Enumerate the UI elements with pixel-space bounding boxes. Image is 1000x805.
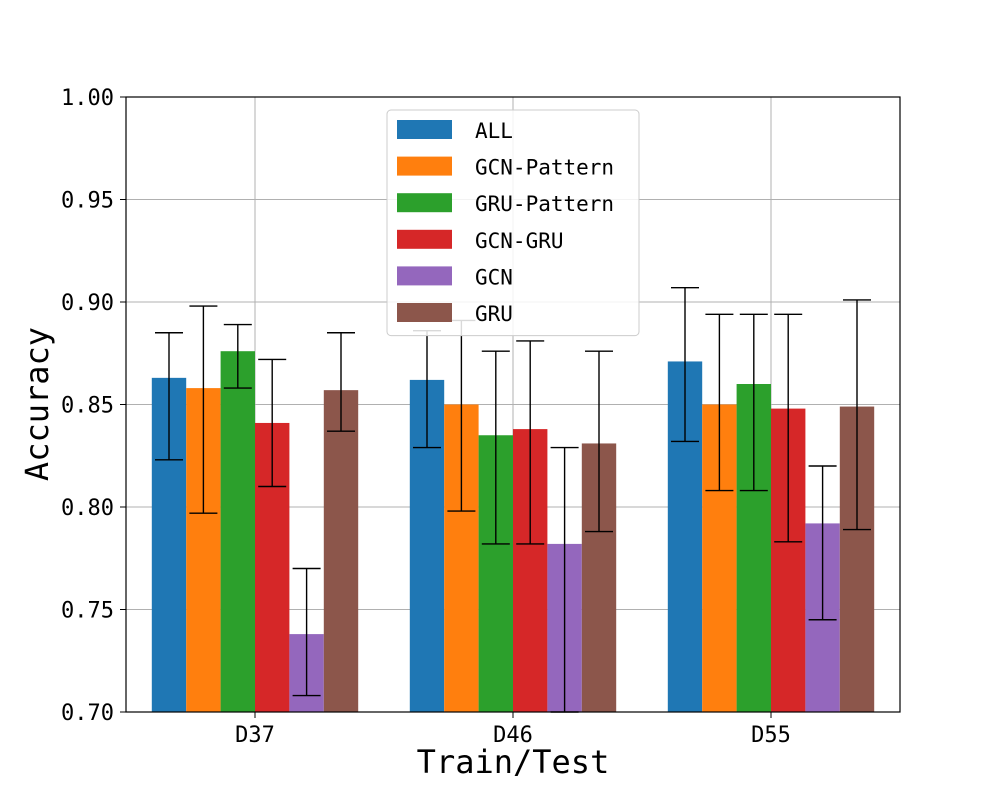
- x-tick-label: D37: [235, 723, 275, 748]
- y-tick-label: 1.00: [61, 86, 114, 111]
- y-tick-label: 0.70: [61, 701, 114, 726]
- bar-gru-d37: [323, 390, 359, 712]
- legend-label-gcn-gru: GCN-GRU: [475, 229, 564, 253]
- y-tick-label: 0.95: [61, 189, 114, 214]
- y-tick-label: 0.85: [61, 394, 114, 419]
- legend-label-gru: GRU: [475, 302, 513, 326]
- x-axis-title: Train/Test: [417, 743, 610, 781]
- x-tick-label: D46: [493, 723, 533, 748]
- legend-swatch-gru-pattern: [397, 193, 452, 213]
- legend-swatch-gcn-pattern: [397, 156, 452, 176]
- legend-box: [386, 109, 640, 337]
- y-tick-label: 0.80: [61, 496, 114, 521]
- bar-gru-pattern-d37: [220, 351, 255, 712]
- legend-label-gru-pattern: GRU-Pattern: [475, 192, 614, 216]
- legend-swatch-gcn-gru: [397, 229, 452, 249]
- legend-swatch-gcn: [397, 266, 452, 286]
- bars: [151, 351, 875, 712]
- legend-label-all: ALL: [475, 119, 513, 143]
- error-bars: [155, 286, 871, 713]
- y-axis-title: Accuracy: [18, 327, 56, 481]
- legend-swatch-gru: [397, 303, 452, 322]
- legend: ALL GCN-Pattern GRU-Pattern GCN-GRU GCN GRU: [386, 109, 640, 337]
- y-tick-label: 0.90: [61, 291, 114, 316]
- legend-label-gcn: GCN: [475, 265, 513, 289]
- ticks: 0.70 0.75 0.80 0.85 0.90 0.95 1.00 D37 D46 D55: [61, 86, 791, 748]
- legend-swatch-all: [397, 120, 452, 139]
- x-tick-label: D55: [751, 723, 791, 748]
- legend-label-gcn-pattern: GCN-Pattern: [475, 156, 614, 180]
- y-tick-label: 0.75: [61, 599, 114, 624]
